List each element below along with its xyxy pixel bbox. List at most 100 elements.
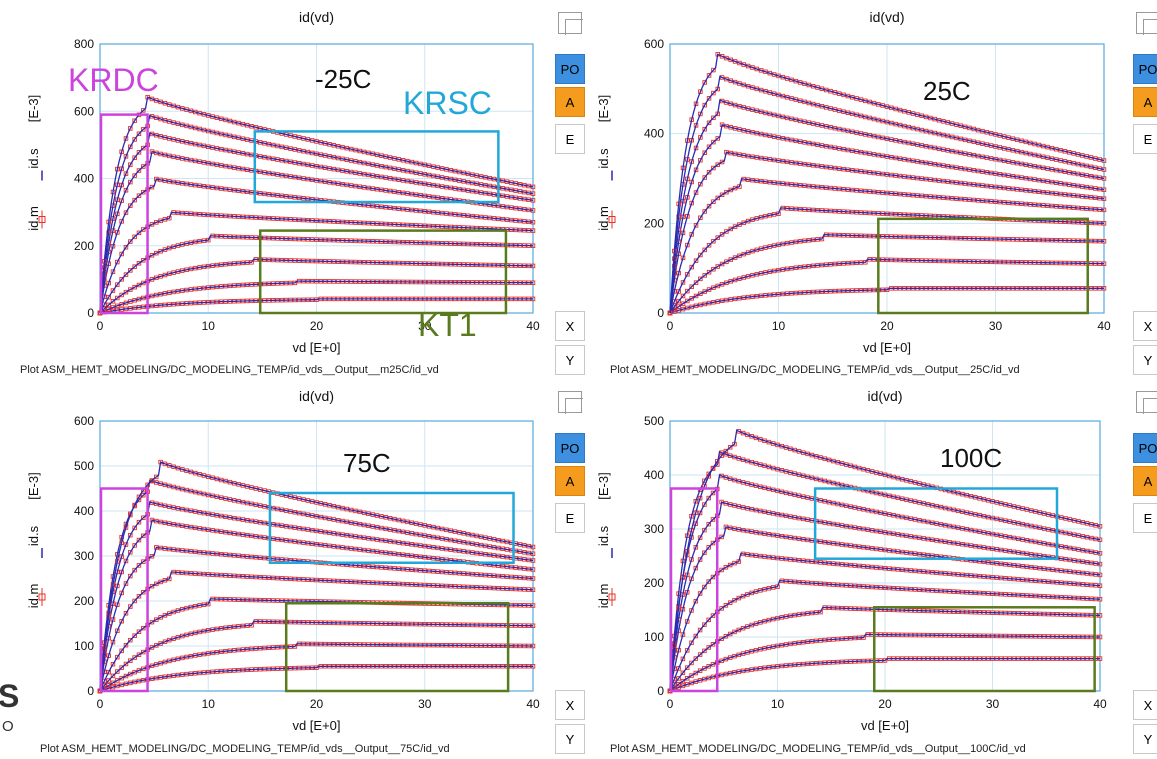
y-button[interactable]: Y — [555, 345, 585, 375]
po-button[interactable]: PO — [555, 433, 585, 463]
x-button[interactable]: X — [1133, 311, 1157, 341]
measured-point — [136, 519, 142, 525]
measured-point — [123, 611, 129, 616]
po-button[interactable]: PO — [555, 54, 585, 84]
a-button[interactable]: A — [555, 87, 585, 117]
x-tick-label: 30 — [418, 319, 432, 333]
measured-point — [119, 619, 124, 624]
measured-point — [724, 55, 729, 61]
measured-point — [702, 289, 707, 294]
layout-toggle-button[interactable] — [1133, 387, 1157, 417]
measured-point — [685, 288, 690, 294]
a-button[interactable]: A — [555, 466, 585, 496]
a-button[interactable]: A — [1133, 466, 1157, 496]
e-button[interactable]: E — [1133, 503, 1157, 533]
measured-point — [706, 203, 712, 209]
layout-icon — [558, 12, 583, 35]
krdc-region-box — [99, 113, 149, 315]
measured-point — [693, 670, 699, 676]
measured-point — [728, 187, 734, 193]
e-button[interactable]: E — [555, 503, 585, 533]
measured-point — [154, 581, 159, 587]
plot-caption: Plot ASM_HEMT_MODELING/DC_MODELING_TEMP/… — [610, 743, 1026, 755]
y-button[interactable]: Y — [1133, 724, 1157, 754]
y-axis-label-group: id.m id.s [E-3] — [596, 95, 611, 231]
measured-point — [710, 540, 716, 546]
simulated-curve — [99, 114, 534, 314]
plot-caption: Plot ASM_HEMT_MODELING/DC_MODELING_TEMP/… — [20, 364, 439, 376]
measured-point — [123, 661, 129, 667]
measured-point — [132, 118, 137, 123]
plot-panel-25c: 0 10 20 30 40 0 200 400 600 id(vd) vd [E+0] id.m id.… — [578, 0, 1157, 379]
temperature-label: -25C — [315, 64, 371, 94]
po-button[interactable]: PO — [1133, 54, 1157, 84]
layout-toggle-button[interactable] — [555, 387, 585, 417]
x-axis-label: vd [E+0] — [861, 718, 909, 733]
x-tick-label: 30 — [989, 319, 1003, 333]
measured-point — [710, 662, 716, 667]
simulated-curve — [669, 53, 1105, 314]
measured-point — [732, 224, 738, 229]
measured-point — [123, 581, 129, 586]
y-button[interactable]: Y — [555, 724, 585, 754]
e-button[interactable]: E — [555, 124, 585, 154]
layout-toggle-button[interactable] — [555, 8, 585, 38]
measured-point — [702, 648, 707, 654]
y-tick-label: 600 — [74, 104, 94, 118]
y-axis-label-simulated: id.s — [596, 148, 611, 169]
x-button[interactable]: X — [555, 690, 585, 720]
x-button[interactable]: X — [1133, 690, 1157, 720]
y-axis-label-simulated: id.s — [26, 148, 41, 169]
measured-point — [737, 253, 742, 259]
measured-point — [698, 215, 703, 221]
measured-point — [710, 613, 716, 618]
measured-point — [676, 676, 681, 681]
measured-point — [697, 627, 703, 633]
krsc-region-box — [253, 130, 500, 204]
measured-point — [740, 430, 746, 436]
po-button[interactable]: PO — [1133, 433, 1157, 463]
plot-caption: Plot ASM_HEMT_MODELING/DC_MODELING_TEMP/… — [40, 743, 450, 755]
measured-point — [149, 478, 155, 483]
measured-point — [128, 287, 133, 292]
measured-point — [132, 284, 137, 290]
y-tick-label: 500 — [74, 459, 94, 473]
y-tick-label: 400 — [644, 127, 664, 141]
measured-point — [115, 628, 120, 634]
a-button[interactable]: A — [1133, 87, 1157, 117]
y-button[interactable]: Y — [1133, 345, 1157, 375]
y-axis-label-measured: id.m — [596, 584, 611, 609]
simulated-curve — [99, 132, 534, 314]
plot-panel-75c: 0 10 20 30 40 0 100 200 300 400 500 600 id(vd) vd [E+… — [0, 379, 585, 758]
measured-point — [119, 219, 124, 224]
y-axis-label-group: id.m id.s [E-3] — [596, 472, 611, 608]
y-axis-label-simulated: id.s — [26, 525, 41, 546]
measured-point — [727, 562, 733, 568]
simulated-curve — [669, 657, 1100, 692]
y-tick-label: 0 — [87, 306, 94, 320]
measured-point — [136, 150, 142, 155]
measured-point — [732, 597, 737, 603]
layout-toggle-button[interactable] — [1133, 8, 1157, 38]
e-button[interactable]: E — [1133, 124, 1157, 154]
simulated-curve — [99, 298, 533, 314]
measured-point — [106, 678, 111, 683]
measured-point — [702, 584, 707, 590]
simulated-curve — [669, 633, 1100, 692]
measured-point — [706, 120, 712, 126]
measured-point — [132, 197, 137, 203]
measured-point — [711, 115, 716, 121]
measured-point — [693, 167, 699, 173]
measured-point — [715, 136, 720, 141]
simulated-curve — [99, 211, 534, 314]
x-button[interactable]: X — [555, 311, 585, 341]
simulated-curve — [99, 258, 533, 314]
measured-point — [706, 474, 711, 479]
measured-point — [702, 150, 707, 155]
measured-point — [128, 203, 133, 208]
kt1-region-box — [258, 229, 508, 315]
measured-point — [698, 135, 703, 140]
measured-point — [698, 111, 703, 117]
simulated-curve — [669, 450, 1101, 692]
y-tick-label: 0 — [657, 684, 664, 698]
